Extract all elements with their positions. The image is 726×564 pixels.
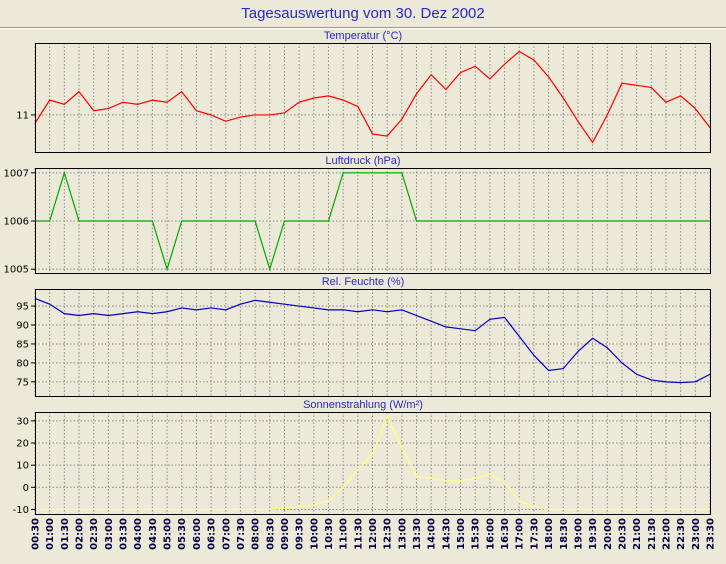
radiation-panel: Sonnenstrahlung (W/m²) -10 0 10 20 30 <box>0 399 726 515</box>
svg-text:10:30: 10:30 <box>324 518 335 550</box>
svg-text:02:00: 02:00 <box>75 518 86 550</box>
svg-text:90: 90 <box>16 321 29 332</box>
svg-text:15:30: 15:30 <box>471 518 482 550</box>
svg-text:13:00: 13:00 <box>397 518 408 550</box>
svg-text:10:00: 10:00 <box>309 518 320 550</box>
svg-text:00:30: 00:30 <box>31 518 42 550</box>
svg-text:85: 85 <box>16 339 29 350</box>
svg-text:14:00: 14:00 <box>427 518 438 550</box>
svg-text:0: 0 <box>23 483 29 494</box>
svg-text:20:00: 20:00 <box>603 518 614 550</box>
svg-text:08:00: 08:00 <box>251 518 262 550</box>
svg-text:06:00: 06:00 <box>192 518 203 550</box>
x-axis-labels: 00:30 01:00 01:30 02:00 02:30 03:00 03:30 04:00… <box>31 518 717 550</box>
pressure-panel: Luftdruck (hPa) 1005 1006 1007 <box>0 155 726 274</box>
svg-text:17:00: 17:00 <box>515 518 526 550</box>
svg-text:01:00: 01:00 <box>45 518 56 550</box>
svg-text:16:30: 16:30 <box>500 518 511 550</box>
svg-text:19:00: 19:00 <box>573 518 584 550</box>
svg-text:22:30: 22:30 <box>676 518 687 550</box>
svg-text:16:00: 16:00 <box>485 518 496 550</box>
svg-text:07:00: 07:00 <box>221 518 232 550</box>
svg-text:03:30: 03:30 <box>119 518 130 550</box>
svg-text:04:30: 04:30 <box>148 518 159 550</box>
svg-text:06:30: 06:30 <box>207 518 218 550</box>
pressure-chart-title: Luftdruck (hPa) <box>325 155 401 167</box>
humidity-chart: 75 80 85 90 95 <box>16 289 711 397</box>
svg-text:20: 20 <box>16 439 29 450</box>
svg-text:15:00: 15:00 <box>456 518 467 550</box>
page-title: Tagesauswertung vom 30. Dez 2002 <box>241 5 485 22</box>
svg-text:13:30: 13:30 <box>412 518 423 550</box>
humidity-chart-title: Rel. Feuchte (%) <box>321 276 405 288</box>
svg-text:09:00: 09:00 <box>280 518 291 550</box>
svg-text:05:30: 05:30 <box>177 518 188 550</box>
svg-text:11:00: 11:00 <box>339 518 350 550</box>
svg-text:09:30: 09:30 <box>295 518 306 550</box>
svg-text:21:30: 21:30 <box>647 518 658 550</box>
svg-text:23:00: 23:00 <box>691 518 702 550</box>
svg-text:18:30: 18:30 <box>559 518 570 550</box>
svg-text:95: 95 <box>16 302 29 313</box>
temperature-chart: 11 <box>16 43 711 153</box>
svg-text:01:30: 01:30 <box>60 518 71 550</box>
svg-text:1005: 1005 <box>4 265 29 274</box>
svg-text:12:30: 12:30 <box>383 518 394 550</box>
svg-text:08:30: 08:30 <box>265 518 276 550</box>
svg-text:21:00: 21:00 <box>632 518 643 550</box>
svg-text:1006: 1006 <box>4 217 29 228</box>
svg-text:12:00: 12:00 <box>368 518 379 550</box>
svg-text:14:30: 14:30 <box>441 518 452 550</box>
svg-text:80: 80 <box>16 358 29 369</box>
radiation-chart-title: Sonnenstrahlung (W/m²) <box>303 399 423 411</box>
svg-text:1007: 1007 <box>4 168 29 179</box>
humidity-panel: Rel. Feuchte (%) 75 80 85 90 95 <box>0 276 726 397</box>
svg-text:02:30: 02:30 <box>89 518 100 550</box>
svg-text:20:30: 20:30 <box>617 518 628 550</box>
svg-text:07:30: 07:30 <box>236 518 247 550</box>
svg-text:03:00: 03:00 <box>104 518 115 550</box>
temperature-panel: Temperatur (°C) 11 <box>0 30 726 153</box>
page-header: Tagesauswertung vom 30. Dez 2002 <box>0 0 726 28</box>
pressure-chart: 1005 1006 1007 <box>4 168 711 274</box>
svg-text:04:00: 04:00 <box>133 518 144 550</box>
svg-text:11:30: 11:30 <box>353 518 364 550</box>
svg-text:17:30: 17:30 <box>529 518 540 550</box>
svg-text:-10: -10 <box>13 505 29 515</box>
radiation-chart: -10 0 10 20 30 <box>13 412 711 515</box>
svg-text:10: 10 <box>16 461 29 472</box>
svg-text:18:00: 18:00 <box>544 518 555 550</box>
svg-text:75: 75 <box>16 377 29 388</box>
temperature-chart-title: Temperatur (°C) <box>323 30 403 42</box>
svg-text:05:00: 05:00 <box>163 518 174 550</box>
svg-text:22:00: 22:00 <box>661 518 672 550</box>
svg-text:11: 11 <box>16 110 29 121</box>
svg-text:30: 30 <box>16 416 29 427</box>
svg-text:19:30: 19:30 <box>588 518 599 550</box>
svg-text:23:30: 23:30 <box>706 518 717 550</box>
